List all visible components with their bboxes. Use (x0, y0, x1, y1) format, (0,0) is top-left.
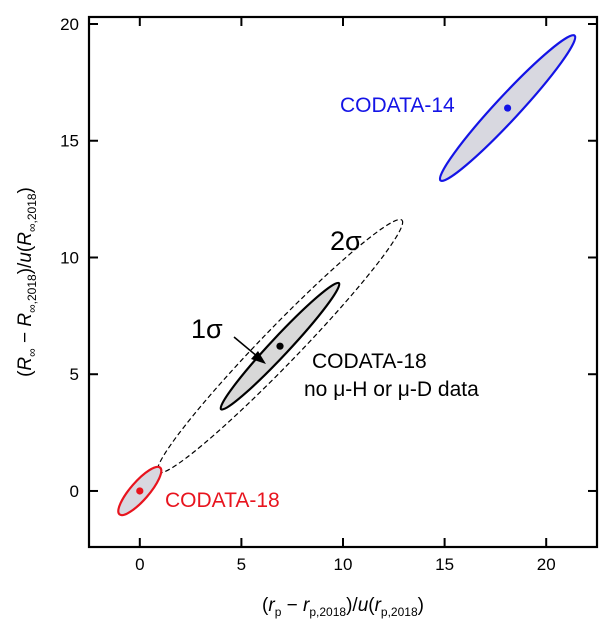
center-point-series-1 (276, 342, 284, 350)
y-tick-label: 15 (60, 132, 79, 151)
x-tick-label: 10 (334, 555, 353, 574)
y-tick-label: 20 (60, 15, 79, 34)
center-point-series-2 (503, 104, 512, 112)
label-one-sigma: 1σ (191, 314, 223, 344)
label-two-sigma: 2σ (330, 226, 362, 256)
ticks (89, 17, 597, 547)
x-tick-label: 5 (237, 555, 246, 574)
label-codata18-black-line2: no μ-H or μ-D data (304, 378, 479, 401)
x-tick-label: 0 (135, 555, 144, 574)
label-codata14: CODATA-14 (340, 94, 455, 117)
y-tick-label: 5 (70, 365, 79, 384)
tick-labels: 0 5 10 15 20 0 5 10 15 20 (60, 15, 556, 574)
label-codata18-black-line1: CODATA-18 (312, 350, 427, 373)
x-tick-label: 15 (435, 555, 454, 574)
x-tick-label: 20 (537, 555, 556, 574)
y-axis-title: (R∞ − R∞,2018)/u(R∞,2018) (15, 187, 39, 377)
label-codata18-red: CODATA-18 (165, 489, 280, 512)
one-sigma-arrow-head (251, 351, 266, 364)
one-sigma-arrow-line (233, 336, 259, 358)
annotations: CODATA-14 CODATA-18 CODATA-18 no μ-H or … (165, 94, 479, 512)
x-axis-title: (rp − rp,2018)/u(rp,2018) (262, 595, 424, 619)
y-tick-label: 0 (70, 482, 79, 501)
ellipses (117, 34, 577, 517)
y-tick-label: 10 (60, 248, 79, 267)
center-point-series-0 (136, 487, 144, 495)
